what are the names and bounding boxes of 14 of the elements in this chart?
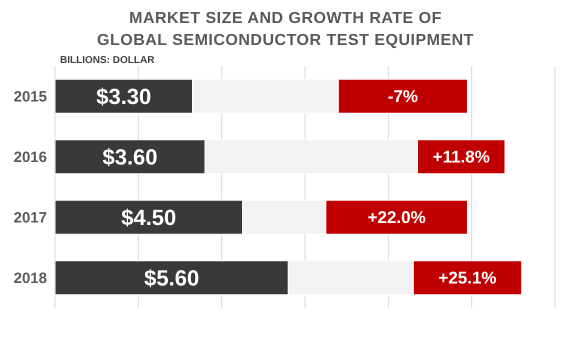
data-label: $3.60 <box>102 144 158 170</box>
annotation: +11.8% <box>432 147 490 166</box>
chart-title: MARKET SIZE AND GROWTH RATE OF GLOBAL SEMICONDUCTOR TEST EQUIPMENT <box>96 9 475 51</box>
data-label: $3.30 <box>96 84 152 109</box>
annotation: +25.1% <box>438 268 497 288</box>
y-tick-label: 2015 <box>14 88 47 106</box>
annotation: +22.0% <box>368 208 426 227</box>
data-label: $4.50 <box>121 204 176 230</box>
y-tick-label: 2016 <box>14 149 47 166</box>
y-tick-label: 2017 <box>14 210 47 227</box>
data-label: $5.60 <box>144 265 200 290</box>
annotation: BILLIONS: DOLLAR <box>60 55 154 66</box>
y-tick-label: 2018 <box>14 270 47 288</box>
annotation: -7% <box>388 86 418 106</box>
